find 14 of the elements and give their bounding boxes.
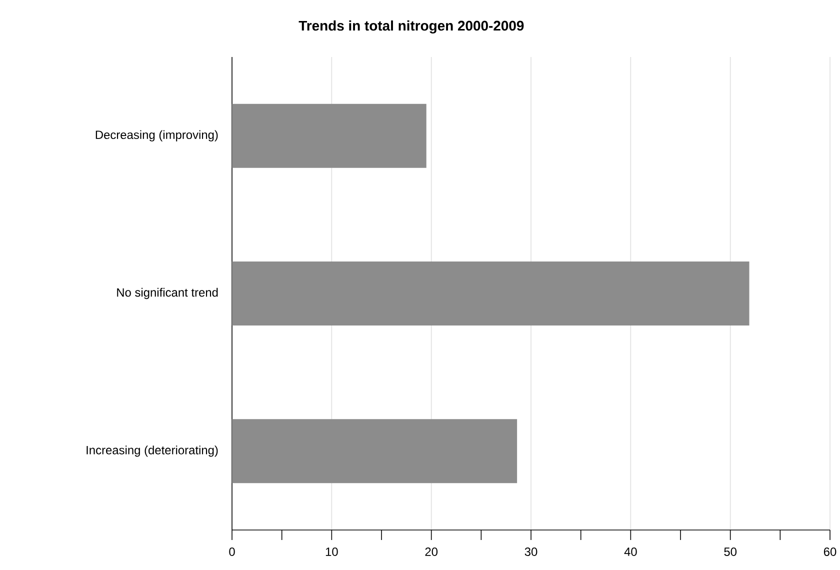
- bar: [232, 261, 750, 326]
- x-tick-label: 50: [724, 548, 737, 556]
- x-tick-label: 10: [326, 548, 338, 556]
- chart-title: Trends in total nitrogen 2000-2009: [298, 20, 524, 34]
- y-tick-label: Increasing (deteriorating): [86, 446, 218, 457]
- x-tick-label: 0: [229, 548, 235, 556]
- x-tick-label: 60: [824, 548, 836, 556]
- y-tick-label: No significant trend: [117, 288, 218, 300]
- x-tick-label: 20: [425, 548, 438, 556]
- bar: [232, 419, 518, 484]
- x-tick-label: 30: [524, 548, 538, 556]
- y-tick-label: Decreasing (improving): [96, 130, 218, 142]
- x-tick-label: 40: [624, 548, 637, 556]
- bar: [232, 104, 426, 168]
